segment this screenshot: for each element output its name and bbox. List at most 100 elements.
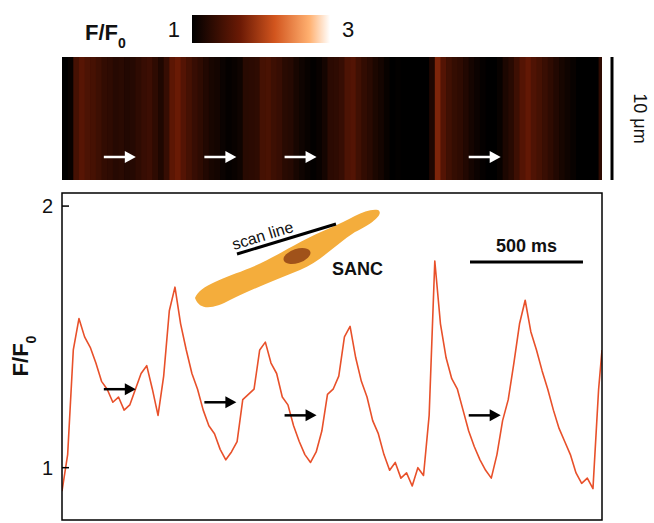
linescan-column	[514, 57, 520, 180]
linescan-column	[395, 57, 401, 180]
linescan-column	[288, 57, 294, 180]
linescan-column	[260, 57, 266, 180]
linescan-column	[542, 57, 548, 180]
linescan-column	[175, 57, 181, 180]
linescan-column	[192, 57, 198, 180]
linescan-column	[96, 57, 102, 180]
linescan-column	[62, 57, 68, 180]
linescan-column	[147, 57, 153, 180]
linescan-column	[418, 57, 424, 180]
linescan-column	[344, 57, 350, 180]
linescan-image	[62, 57, 602, 180]
linescan-column	[203, 57, 209, 180]
image-arrow-group	[469, 151, 501, 163]
linescan-column	[248, 57, 254, 180]
linescan-column	[152, 57, 158, 180]
linescan-column	[480, 57, 486, 180]
linescan-column	[68, 57, 74, 180]
linescan-column	[407, 57, 413, 180]
linescan-column	[254, 57, 260, 180]
linescan-column	[373, 57, 379, 180]
figure: F/F01310 μmscan lineSANC500 ms12F/F0	[0, 0, 654, 523]
arrow-head	[306, 409, 317, 421]
image-arrow	[204, 151, 236, 163]
plot-data	[62, 261, 602, 491]
linescan-column	[378, 57, 384, 180]
linescan-column	[186, 57, 192, 180]
linescan-column	[576, 57, 582, 180]
linescan-column	[215, 57, 221, 180]
linescan-column	[474, 57, 480, 180]
annotation: scan line	[230, 218, 295, 253]
arrow-shaft	[285, 414, 308, 417]
linescan-column	[565, 57, 571, 180]
linescan-column	[198, 57, 204, 180]
colorbar	[192, 15, 330, 43]
linescan-column	[390, 57, 396, 180]
linescan-column	[446, 57, 452, 180]
image-arrow-group	[104, 151, 136, 163]
linescan-column	[587, 57, 593, 180]
linescan-column	[536, 57, 542, 180]
y-tick-label: 2	[42, 195, 53, 217]
colorbar-tick-label: 3	[342, 17, 354, 42]
linescan-column	[135, 57, 141, 180]
arrow-shaft	[104, 388, 127, 391]
image-arrow	[285, 151, 317, 163]
linescan-column	[316, 57, 322, 180]
linescan-column	[277, 57, 283, 180]
linescan-column	[333, 57, 339, 180]
arrow-shaft	[204, 156, 227, 159]
trace-arrow	[204, 396, 236, 408]
linescan-column	[265, 57, 271, 180]
linescan-column	[271, 57, 277, 180]
linescan-column	[559, 57, 565, 180]
plot-frame	[62, 193, 602, 520]
linescan-column	[412, 57, 418, 180]
linescan-column	[102, 57, 108, 180]
linescan-column	[497, 57, 503, 180]
linescan-column	[299, 57, 305, 180]
linescan-column	[548, 57, 554, 180]
linescan-column	[367, 57, 373, 180]
linescan-column	[440, 57, 446, 180]
trace-arrow	[104, 383, 136, 395]
arrow-head	[490, 409, 501, 421]
arrow-shaft	[285, 156, 308, 159]
nucleus	[282, 245, 313, 267]
fluorescence-trace	[62, 261, 602, 491]
time-scale-bar	[470, 261, 583, 264]
linescan-column	[311, 57, 317, 180]
y-tick-label: 1	[42, 457, 53, 479]
image-scale-label: 10 μm	[630, 93, 650, 143]
linescan-column	[158, 57, 164, 180]
linescan-column	[361, 57, 367, 180]
linescan-column	[79, 57, 85, 180]
linescan-column	[401, 57, 407, 180]
linescan-column	[356, 57, 362, 180]
image-scale-bar	[611, 57, 614, 180]
arrow-head	[306, 151, 317, 163]
linescan-column	[463, 57, 469, 180]
linescan-column	[113, 57, 119, 180]
image-arrow-group	[204, 151, 236, 163]
linescan-column	[130, 57, 136, 180]
image-ground	[62, 57, 602, 180]
arrow-head	[225, 151, 236, 163]
arrow-head	[225, 396, 236, 408]
linescan-column	[452, 57, 458, 180]
linescan-column	[503, 57, 509, 180]
linescan-column	[294, 57, 300, 180]
y-tick	[62, 205, 69, 207]
arrow-head	[125, 383, 136, 395]
linescan-column	[181, 57, 187, 180]
linescan-column	[169, 57, 175, 180]
linescan-column	[384, 57, 390, 180]
linescan-column	[599, 57, 602, 180]
linescan-column	[282, 57, 288, 180]
linescan-column	[570, 57, 576, 180]
linescan-column	[424, 57, 430, 180]
image-arrow-group	[285, 151, 317, 163]
arrow-shaft	[104, 156, 127, 159]
arrow-shaft	[204, 401, 227, 404]
